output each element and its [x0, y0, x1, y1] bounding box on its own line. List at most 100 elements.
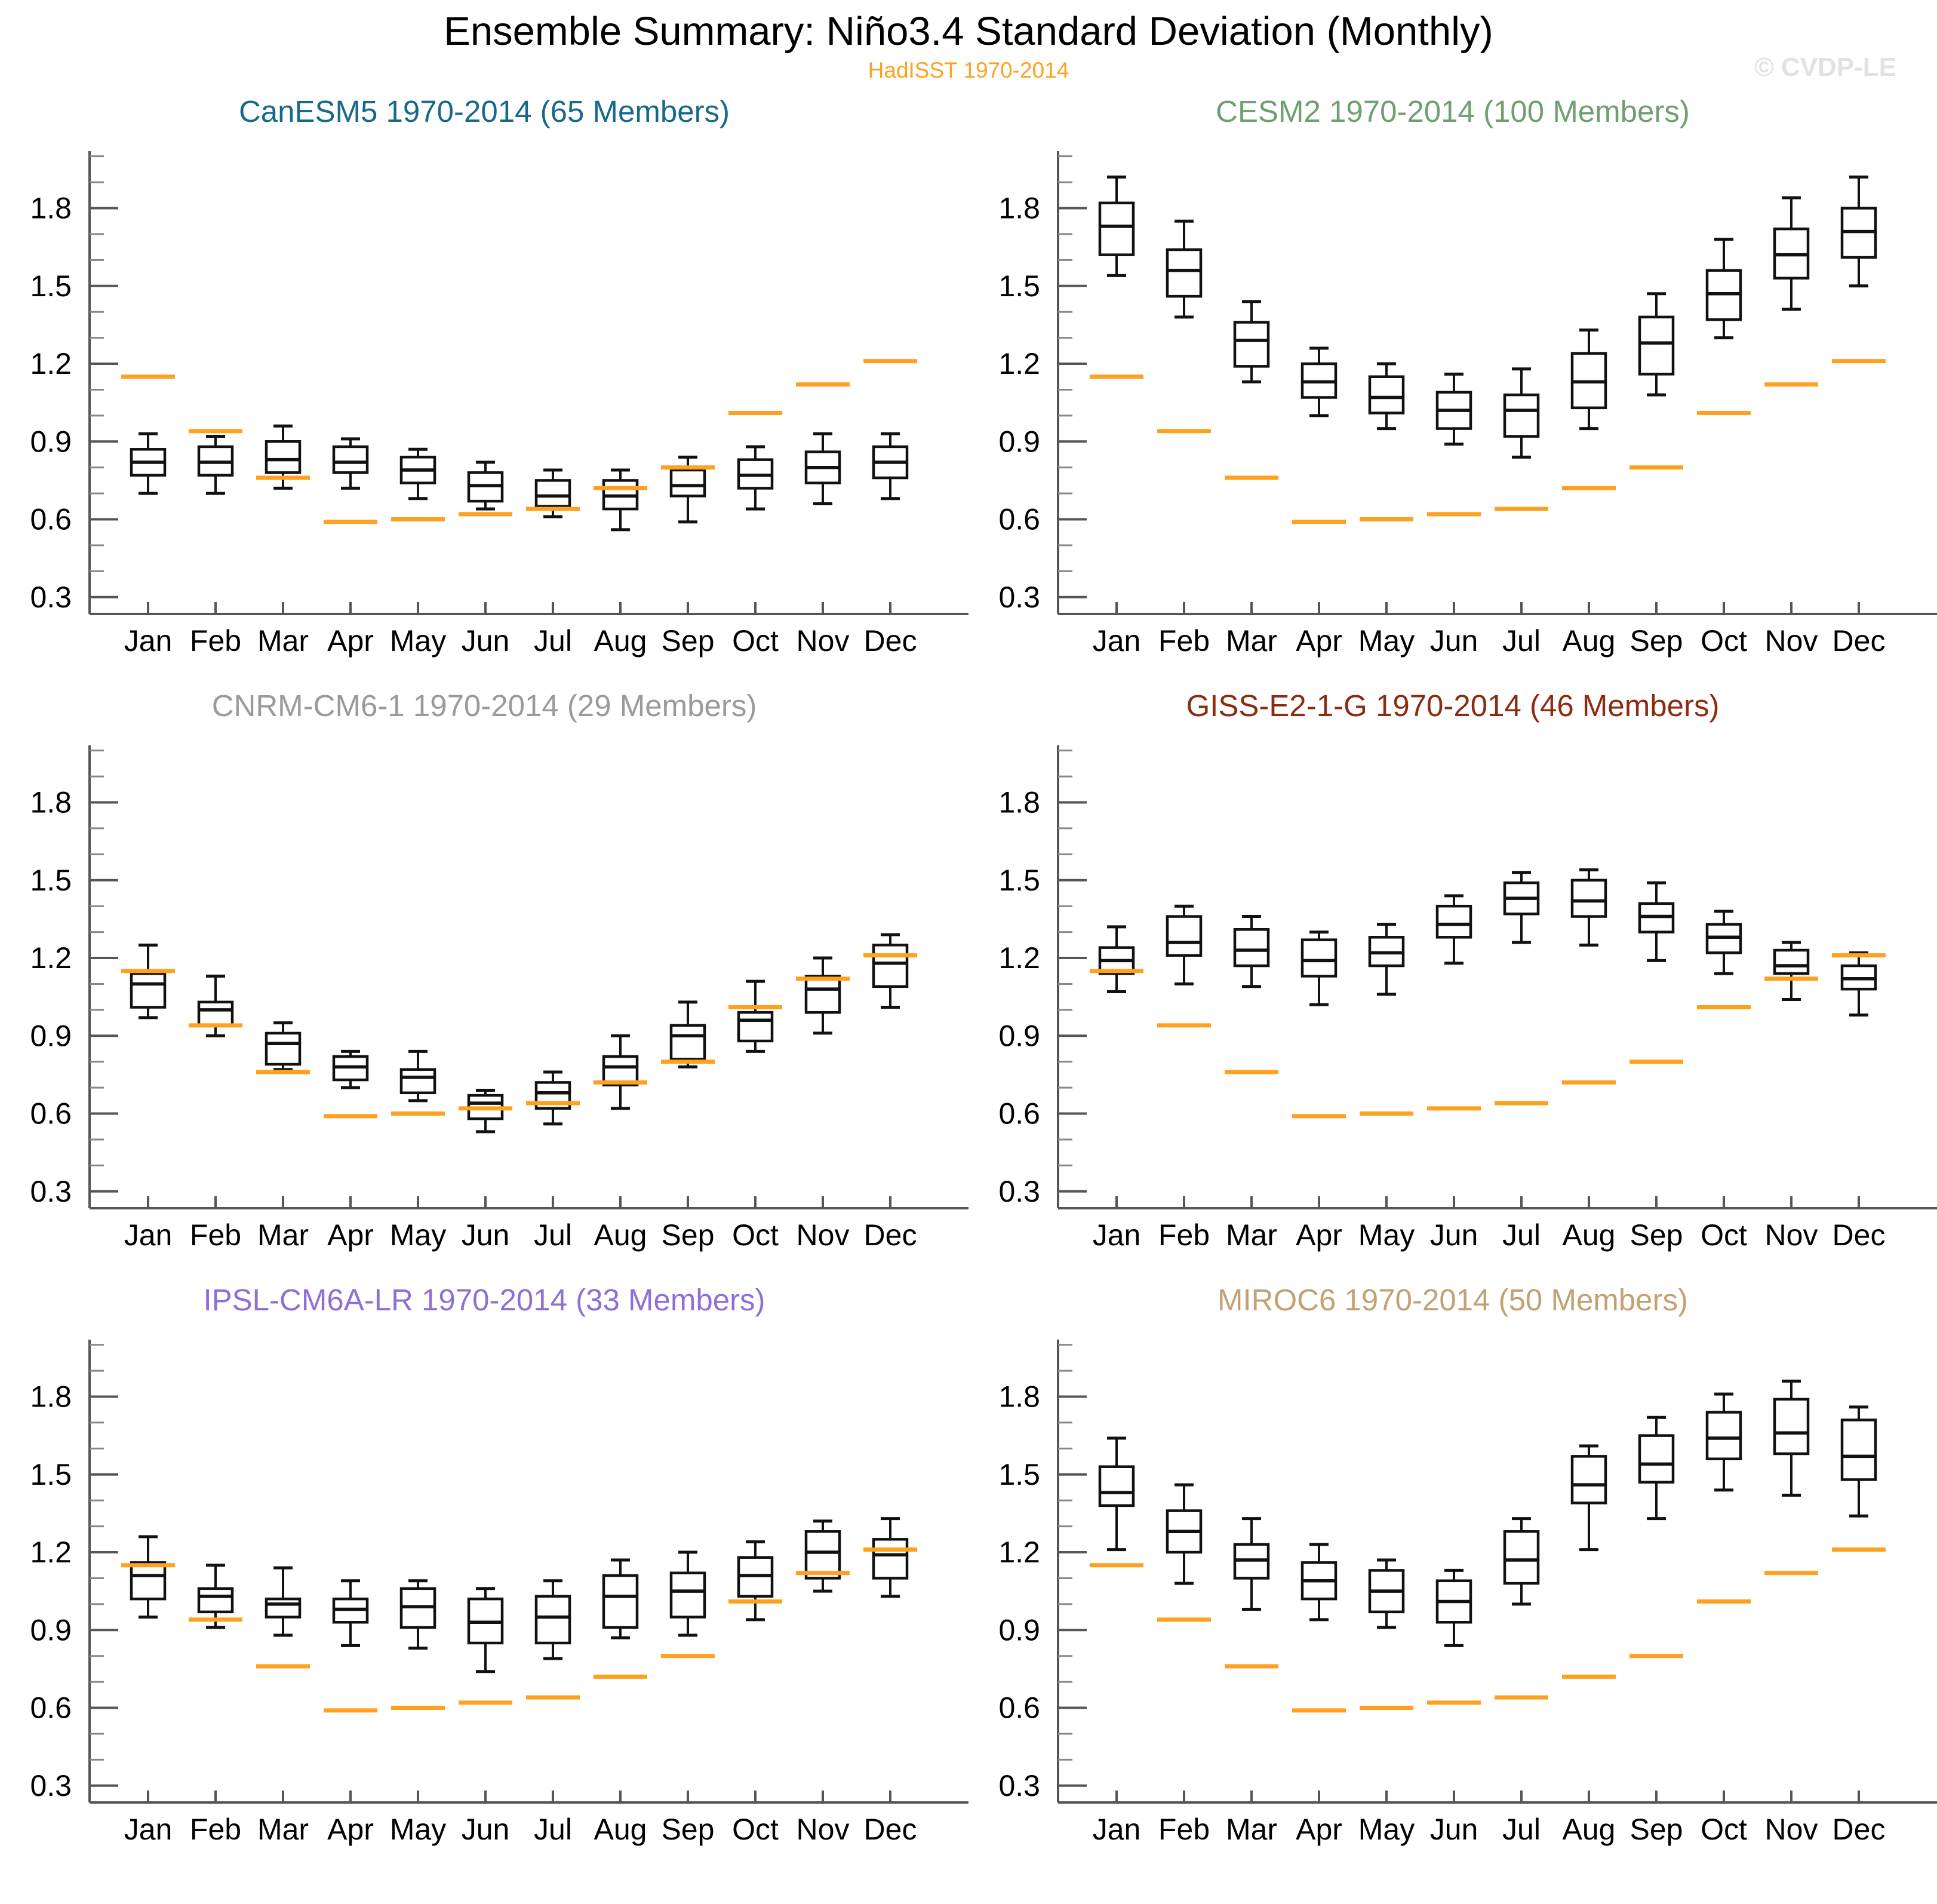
x-tick-label: Oct [1701, 1218, 1747, 1252]
y-tick-label: 1.2 [998, 941, 1040, 975]
x-tick-label: Jan [1093, 1218, 1141, 1252]
box-plot-Jan [1098, 925, 1135, 993]
box-plot-May [399, 447, 436, 500]
box-plot-Apr [332, 1579, 369, 1647]
x-tick-label: Oct [1701, 624, 1747, 658]
x-tick-label: Nov [797, 1813, 850, 1846]
x-tick-label: Jan [1093, 1813, 1141, 1846]
y-tick-label: 0.3 [998, 1175, 1040, 1208]
box-plot-Mar [265, 1021, 302, 1071]
box-plot-Feb [197, 435, 234, 495]
y-tick-label: 1.2 [30, 941, 72, 975]
x-tick-label: Sep [1630, 624, 1683, 658]
x-tick-label: Feb [190, 1218, 241, 1252]
y-tick-label: 1.5 [30, 864, 72, 897]
x-tick-label: Sep [662, 1218, 715, 1252]
box-plot-Apr [332, 1049, 369, 1089]
y-tick-label: 1.8 [998, 786, 1040, 819]
y-tick-label: 1.5 [998, 864, 1040, 897]
x-tick-label: Mar [1226, 1218, 1277, 1252]
y-tick-label: 1.8 [30, 192, 72, 225]
boxplot-canvas: 0.3 0.6 0.9 1.2 1.5 1.8 Jan Feb Mar Apr May Jun Jul A… [998, 745, 1937, 1252]
x-tick-label: Mar [257, 624, 309, 658]
y-tick-label: 1.8 [30, 1380, 72, 1414]
box-plot-Aug [1570, 328, 1607, 431]
panel-grid: CanESM5 1970-2014 (65 Members) 0.3 0.6 0.9… [0, 76, 1937, 1859]
x-tick-label: Feb [1158, 1218, 1210, 1252]
box-plot-Nov [1773, 1379, 1810, 1497]
y-tick-label: 1.2 [998, 347, 1040, 380]
box-plot-Nov [804, 956, 841, 1035]
x-tick-label: Mar [257, 1218, 309, 1252]
box-plot-Dec [1840, 951, 1877, 1017]
box-plot-Jun [1435, 372, 1472, 446]
x-tick-label: Jun [1430, 624, 1478, 658]
x-tick-label: Mar [257, 1813, 309, 1846]
x-tick-label: Apr [1296, 1813, 1342, 1846]
y-tick-label: 0.9 [998, 1019, 1040, 1052]
box-plot-Jan [1098, 1436, 1135, 1552]
y-tick-label: 0.9 [998, 425, 1040, 458]
x-tick-label: Apr [327, 1218, 374, 1252]
x-axis: Jan Feb Mar Apr May Jun Jul Aug Sep Oct Nov Dec [90, 602, 968, 658]
x-tick-label: May [1358, 624, 1415, 658]
y-tick-label: 1.5 [998, 269, 1040, 303]
y-tick-label: 1.2 [998, 1536, 1040, 1569]
panel-giss-e2-1-g: GISS-E2-1-G 1970-2014 (46 Members) 0.3 0.… [968, 671, 1937, 1265]
x-tick-label: Jul [1502, 624, 1541, 658]
box-plot-Feb [1166, 219, 1203, 319]
box-plot-Mar [265, 424, 302, 490]
box-plot-May [1368, 923, 1405, 996]
boxplot-canvas: 0.3 0.6 0.9 1.2 1.5 1.8 Jan Feb Mar Apr May Jun Jul A… [30, 151, 968, 658]
x-tick-label: Oct [732, 1813, 779, 1846]
x-tick-label: Mar [1226, 624, 1277, 658]
y-tick-label: 0.9 [30, 425, 72, 458]
panel-title: MIROC6 1970-2014 (50 Members) [1217, 1283, 1688, 1317]
y-tick-label: 0.3 [998, 581, 1040, 614]
panel-title: CanESM5 1970-2014 (65 Members) [238, 94, 730, 128]
x-tick-label: Jun [462, 1813, 510, 1846]
y-tick-label: 0.3 [30, 581, 72, 614]
x-tick-label: Dec [864, 624, 917, 658]
y-tick-label: 0.6 [998, 503, 1040, 536]
y-tick-label: 1.5 [998, 1458, 1040, 1491]
y-axis: 0.3 0.6 0.9 1.2 1.5 1.8 [30, 745, 118, 1208]
x-tick-label: Jun [462, 1218, 510, 1252]
x-axis: Jan Feb Mar Apr May Jun Jul Aug Sep Oct Nov Dec [90, 1196, 968, 1252]
y-tick-label: 0.9 [998, 1613, 1040, 1647]
x-tick-label: Sep [1630, 1813, 1683, 1846]
box-plot-Aug [602, 1558, 639, 1639]
box-plot-Nov [1773, 941, 1810, 1001]
x-tick-label: Jan [124, 1813, 173, 1846]
box-plot-Dec [872, 432, 909, 500]
cvdp-watermark: © CVDP-LE [1754, 53, 1896, 82]
box-plot-Oct [737, 445, 774, 511]
y-axis: 0.3 0.6 0.9 1.2 1.5 1.8 [998, 151, 1087, 614]
x-tick-label: Nov [1765, 1218, 1818, 1252]
x-tick-label: Apr [327, 624, 374, 658]
x-tick-label: Feb [1158, 1813, 1210, 1846]
x-axis: Jan Feb Mar Apr May Jun Jul Aug Sep Oct Nov Dec [90, 1791, 968, 1846]
box-plot-Oct [1705, 1392, 1742, 1492]
x-tick-label: Oct [732, 1218, 779, 1252]
boxplot-canvas: 0.3 0.6 0.9 1.2 1.5 1.8 Jan Feb Mar Apr May Jun Jul A… [998, 151, 1937, 658]
x-tick-label: Aug [1563, 1218, 1616, 1252]
box-plot-Jul [534, 1579, 571, 1660]
y-tick-label: 0.3 [30, 1175, 72, 1208]
x-tick-label: Dec [1833, 1813, 1886, 1846]
x-tick-label: Jul [1502, 1218, 1541, 1252]
panel-title: IPSL-CM6A-LR 1970-2014 (33 Members) [203, 1283, 765, 1317]
box-plot-Nov [804, 432, 841, 505]
box-plot-Apr [1300, 930, 1338, 1006]
x-tick-label: Dec [864, 1218, 917, 1252]
chart-subtitle: HadISST 1970-2014 [868, 58, 1069, 82]
x-tick-label: Nov [797, 1218, 850, 1252]
x-tick-label: May [1358, 1813, 1415, 1846]
panel-miroc6: MIROC6 1970-2014 (50 Members) 0.3 0.6 0.9 1… [968, 1265, 1937, 1859]
y-axis: 0.3 0.6 0.9 1.2 1.5 1.8 [998, 745, 1087, 1208]
x-tick-label: Nov [1765, 1813, 1818, 1846]
box-plot-Jun [467, 1587, 504, 1673]
box-plot-Oct [737, 979, 774, 1053]
box-plot-Mar [265, 1566, 302, 1637]
box-plot-Jul [534, 1070, 571, 1126]
